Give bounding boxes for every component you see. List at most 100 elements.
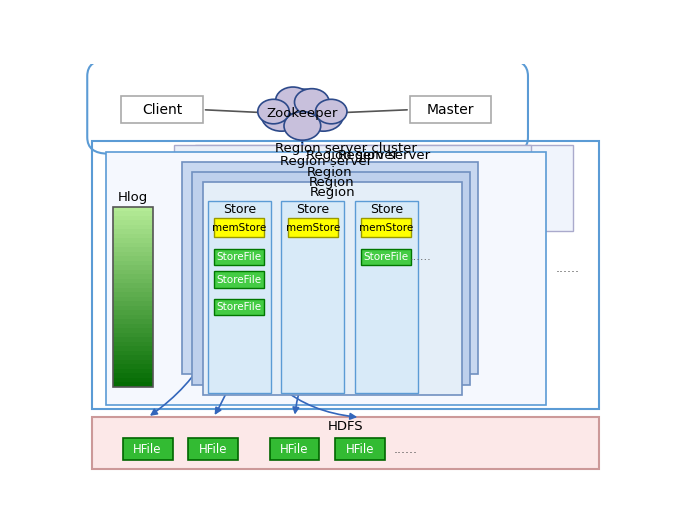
Bar — [181, 162, 478, 374]
Text: HDFS: HDFS — [328, 420, 364, 433]
Bar — [114, 279, 153, 283]
Bar — [114, 346, 153, 351]
Text: Region: Region — [309, 186, 355, 199]
Bar — [114, 364, 153, 369]
Bar — [215, 249, 264, 265]
Ellipse shape — [276, 87, 310, 114]
Text: Store: Store — [223, 203, 256, 216]
Text: StoreFile: StoreFile — [217, 252, 262, 262]
Text: Region: Region — [309, 176, 354, 189]
Bar — [114, 351, 153, 355]
Bar — [114, 225, 153, 229]
Bar — [114, 283, 153, 288]
Text: Master: Master — [427, 102, 475, 117]
Text: Region: Region — [307, 166, 353, 178]
Text: StoreFile: StoreFile — [217, 275, 262, 285]
Bar — [288, 218, 338, 237]
Bar — [114, 297, 153, 301]
Text: Client: Client — [142, 102, 182, 117]
Text: HFile: HFile — [199, 442, 227, 456]
Bar — [269, 438, 320, 460]
Ellipse shape — [303, 100, 343, 131]
Bar — [114, 261, 153, 266]
Text: memStore: memStore — [359, 222, 414, 233]
Bar — [208, 201, 271, 393]
Text: HFile: HFile — [133, 442, 162, 456]
Bar — [114, 301, 153, 306]
Bar — [114, 220, 153, 225]
Bar — [114, 229, 153, 234]
Text: ......: ...... — [555, 262, 580, 275]
Bar — [114, 306, 153, 310]
Bar — [114, 333, 153, 337]
Text: Hlog: Hlog — [118, 191, 148, 204]
Text: Store: Store — [297, 203, 330, 216]
Bar — [114, 359, 153, 364]
Bar — [114, 292, 153, 297]
Text: StoreFile: StoreFile — [217, 302, 262, 312]
Text: HFile: HFile — [346, 442, 374, 456]
Ellipse shape — [284, 112, 321, 140]
Text: HFile: HFile — [280, 442, 309, 456]
Bar — [114, 207, 153, 387]
Bar — [114, 211, 153, 216]
Bar — [114, 238, 153, 243]
Bar — [93, 141, 599, 409]
Bar — [114, 328, 153, 333]
Ellipse shape — [294, 89, 329, 116]
Bar — [174, 145, 531, 244]
Bar — [114, 319, 153, 324]
Bar — [215, 218, 264, 237]
Ellipse shape — [274, 89, 331, 134]
Bar — [114, 243, 153, 247]
Bar — [114, 310, 153, 315]
Bar — [114, 256, 153, 261]
Bar — [106, 152, 546, 405]
Bar — [114, 369, 153, 373]
Bar — [114, 270, 153, 275]
Bar — [114, 324, 153, 328]
Bar — [114, 252, 153, 256]
Text: Region server: Region server — [338, 149, 430, 162]
Text: Store: Store — [370, 203, 403, 216]
Text: Region server cluster: Region server cluster — [275, 142, 416, 155]
Bar — [114, 355, 153, 359]
Bar — [335, 438, 385, 460]
Bar — [114, 247, 153, 252]
Text: memStore: memStore — [213, 222, 267, 233]
Bar — [202, 182, 462, 395]
Bar — [114, 234, 153, 238]
Text: ......: ...... — [394, 442, 418, 456]
Bar — [114, 382, 153, 387]
Text: Zookeeper: Zookeeper — [267, 107, 338, 120]
Bar — [410, 97, 492, 123]
Bar — [355, 201, 418, 393]
Bar — [362, 218, 411, 237]
Ellipse shape — [258, 99, 289, 124]
Bar — [114, 216, 153, 220]
Bar — [114, 288, 153, 292]
Bar — [121, 97, 202, 123]
Bar — [114, 207, 153, 211]
Text: ......: ...... — [410, 252, 431, 262]
Ellipse shape — [315, 99, 347, 124]
Bar — [215, 299, 264, 315]
Bar — [114, 342, 153, 346]
Text: Region server: Region server — [280, 156, 372, 168]
Bar — [215, 271, 264, 288]
Ellipse shape — [261, 100, 301, 131]
Bar — [362, 249, 411, 265]
Bar — [195, 145, 573, 232]
Text: Region server: Region server — [306, 149, 398, 162]
Bar — [114, 315, 153, 319]
Bar — [93, 417, 599, 468]
Bar — [114, 266, 153, 270]
Bar — [114, 275, 153, 279]
Bar — [192, 172, 471, 384]
Bar — [188, 438, 238, 460]
Bar — [282, 201, 345, 393]
Text: memStore: memStore — [286, 222, 340, 233]
Bar — [123, 438, 173, 460]
Bar — [114, 337, 153, 342]
Text: StoreFile: StoreFile — [364, 252, 409, 262]
